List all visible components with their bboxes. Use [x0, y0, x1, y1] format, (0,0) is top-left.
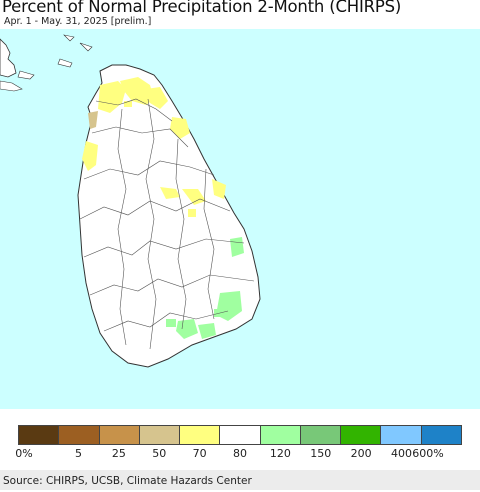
legend-label: 50: [152, 447, 167, 460]
legend-label: 600%: [412, 447, 444, 460]
legend-label: 25: [111, 447, 126, 460]
legend-label: 5: [75, 447, 83, 460]
legend-swatch: [59, 426, 100, 444]
legend-label: 0%: [15, 447, 33, 460]
legend-label: 80: [233, 447, 247, 460]
legend-swatch: [99, 426, 140, 444]
above-normal-patches: [166, 237, 244, 339]
legend-swatch: [421, 426, 461, 444]
ocean-background: [0, 29, 480, 409]
adams-bridge-islands: [57, 34, 93, 68]
well-below-normal-patches: [88, 111, 98, 129]
legend-label: 120: [269, 447, 291, 460]
legend-swatch: [341, 426, 382, 444]
legend-swatch: [139, 426, 181, 444]
color-legend: [18, 425, 462, 445]
legend-labels: 0% 5 25 50 70 80 120 150 200 400 600%: [0, 447, 480, 463]
legend-swatch: [220, 426, 261, 444]
legend-swatch: [180, 426, 221, 444]
legend-swatch: [19, 426, 60, 444]
legend-label: 200: [350, 447, 372, 460]
legend-swatch: [381, 426, 422, 444]
precipitation-map: [0, 29, 480, 409]
legend-label: 70: [192, 447, 207, 460]
sri-lanka-landmass: [77, 64, 261, 368]
india-coastline-islands: [0, 70, 35, 92]
district-boundaries: [79, 98, 255, 350]
data-source: Source: CHIRPS, UCSB, Climate Hazards Ce…: [0, 470, 480, 490]
map-title: Percent of Normal Precipitation 2-Month …: [2, 0, 402, 16]
map-subtitle: Apr. 1 - May. 31, 2025 [prelim.]: [4, 16, 152, 27]
india-coastline: [0, 38, 17, 78]
legend-label: 150: [310, 447, 332, 460]
legend-swatch: [300, 426, 342, 444]
legend-label: 400: [390, 447, 412, 460]
legend-swatch: [260, 426, 301, 444]
below-normal-patches: [82, 77, 226, 217]
